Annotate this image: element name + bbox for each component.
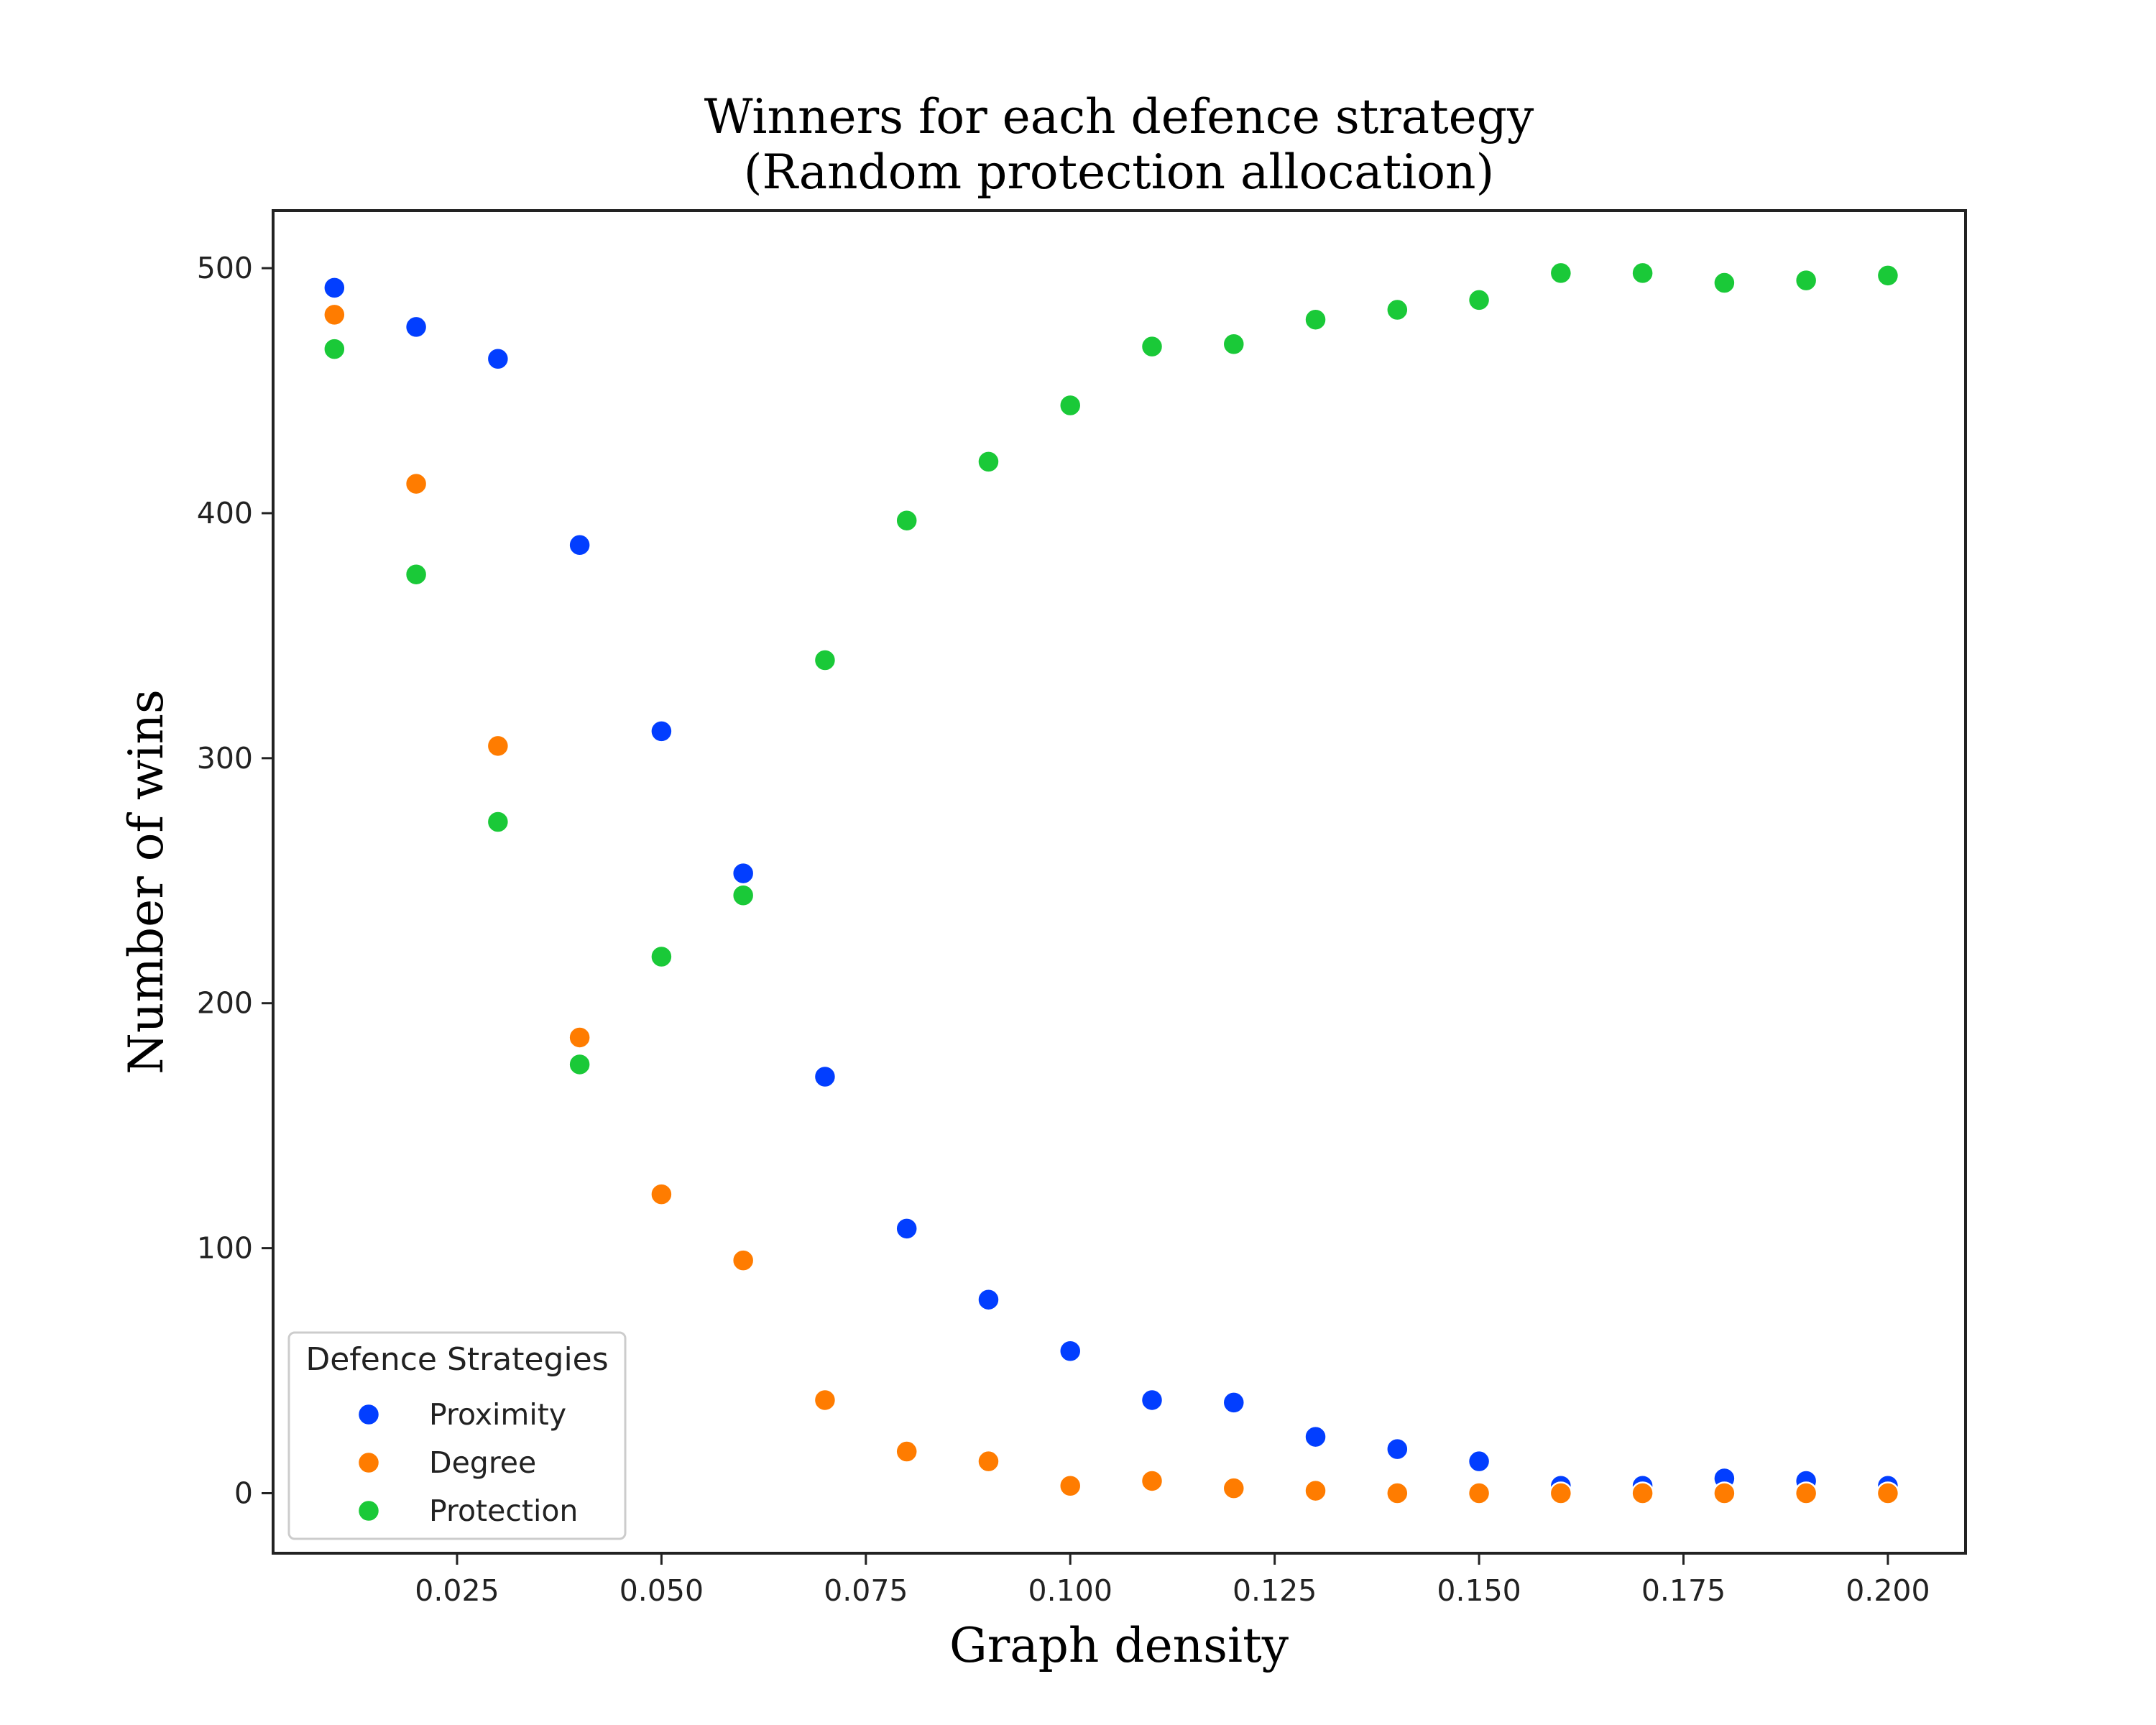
point-proximity	[404, 315, 428, 339]
point-proximity	[1222, 1391, 1246, 1414]
point-degree	[1713, 1481, 1736, 1505]
point-degree	[1631, 1481, 1654, 1505]
point-degree	[1876, 1481, 1900, 1505]
point-protection	[650, 944, 673, 969]
legend-label-protection: Protection	[429, 1494, 578, 1528]
point-proximity	[1058, 1339, 1082, 1363]
legend-marker-protection	[356, 1499, 381, 1523]
point-protection	[568, 1052, 591, 1077]
point-protection	[1140, 334, 1164, 359]
point-proximity	[731, 861, 755, 886]
point-protection	[404, 562, 428, 586]
point-proximity	[486, 346, 510, 371]
y-tick-label: 500	[197, 251, 253, 285]
x-tick-label: 0.200	[1846, 1573, 1930, 1608]
point-proximity	[895, 1217, 918, 1241]
legend-label-proximity: Proximity	[429, 1397, 566, 1432]
point-protection	[813, 648, 837, 672]
point-protection	[895, 508, 918, 533]
point-proximity	[1304, 1425, 1327, 1449]
x-tick-label: 0.075	[824, 1573, 908, 1608]
point-degree	[568, 1026, 591, 1049]
y-tick-label: 0	[234, 1476, 253, 1510]
x-tick-label: 0.175	[1641, 1573, 1726, 1608]
point-protection	[1876, 264, 1900, 288]
point-proximity	[568, 533, 591, 557]
point-proximity	[1386, 1437, 1409, 1461]
x-tick-label: 0.025	[415, 1573, 499, 1608]
point-degree	[1549, 1481, 1573, 1505]
x-tick-label: 0.050	[619, 1573, 704, 1608]
point-degree	[486, 734, 510, 758]
point-degree	[1140, 1469, 1164, 1493]
point-degree	[731, 1248, 755, 1272]
point-protection	[1794, 268, 1818, 293]
legend-marker-degree	[356, 1450, 381, 1475]
point-protection	[1467, 288, 1491, 312]
y-tick-label: 200	[197, 986, 253, 1021]
point-protection	[1386, 298, 1409, 322]
point-protection	[1304, 308, 1327, 331]
point-protection	[1631, 261, 1654, 285]
point-protection	[1222, 332, 1246, 356]
y-axis-ticks: 0 100 200 300 400 500	[197, 251, 273, 1510]
point-protection	[1058, 393, 1082, 418]
point-proximity	[323, 276, 346, 300]
point-degree	[1386, 1481, 1409, 1505]
point-protection	[731, 883, 755, 907]
point-degree	[323, 303, 346, 327]
point-degree	[895, 1440, 918, 1463]
point-degree	[1222, 1476, 1246, 1500]
legend-marker-proximity	[356, 1402, 381, 1427]
point-degree	[650, 1182, 673, 1206]
legend: Defence Strategies Proximity Degree Protec…	[287, 1331, 627, 1540]
point-degree	[1467, 1481, 1491, 1505]
point-proximity	[1140, 1388, 1164, 1412]
y-axis-label: Number of wins	[119, 689, 174, 1075]
legend-box	[287, 1331, 627, 1540]
legend-title: Defence Strategies	[305, 1341, 608, 1378]
y-tick-label: 300	[197, 741, 253, 776]
point-proximity	[650, 719, 673, 743]
point-degree	[1304, 1478, 1327, 1503]
x-tick-label: 0.125	[1233, 1573, 1317, 1608]
plot-frame	[272, 209, 1967, 1555]
point-proximity	[1467, 1449, 1491, 1473]
point-protection	[1713, 271, 1736, 295]
point-degree	[1058, 1474, 1082, 1498]
point-proximity	[813, 1064, 837, 1089]
x-axis-label: Graph density	[949, 1618, 1289, 1673]
point-proximity	[977, 1287, 1000, 1312]
data-points	[323, 261, 1900, 1505]
x-axis-ticks: 0.025 0.050 0.075 0.100 0.125 0.150 0.175 0.200	[415, 1553, 1930, 1608]
point-protection	[977, 450, 1000, 474]
point-protection	[486, 810, 510, 834]
point-protection	[323, 337, 346, 361]
legend-items: Proximity Degree Protection	[356, 1397, 578, 1528]
chart-title-line-2: (Random protection allocation)	[744, 144, 1495, 200]
point-degree	[813, 1388, 837, 1412]
point-degree	[404, 472, 428, 496]
chart-title-line-1: Winners for each defence strategy	[704, 89, 1534, 144]
x-tick-label: 0.100	[1028, 1573, 1112, 1608]
point-degree	[977, 1449, 1000, 1473]
point-protection	[1549, 261, 1573, 285]
y-tick-label: 400	[197, 496, 253, 530]
legend-label-degree: Degree	[429, 1445, 536, 1480]
x-tick-label: 0.150	[1437, 1573, 1521, 1608]
point-degree	[1794, 1481, 1818, 1505]
y-tick-label: 100	[197, 1231, 253, 1266]
